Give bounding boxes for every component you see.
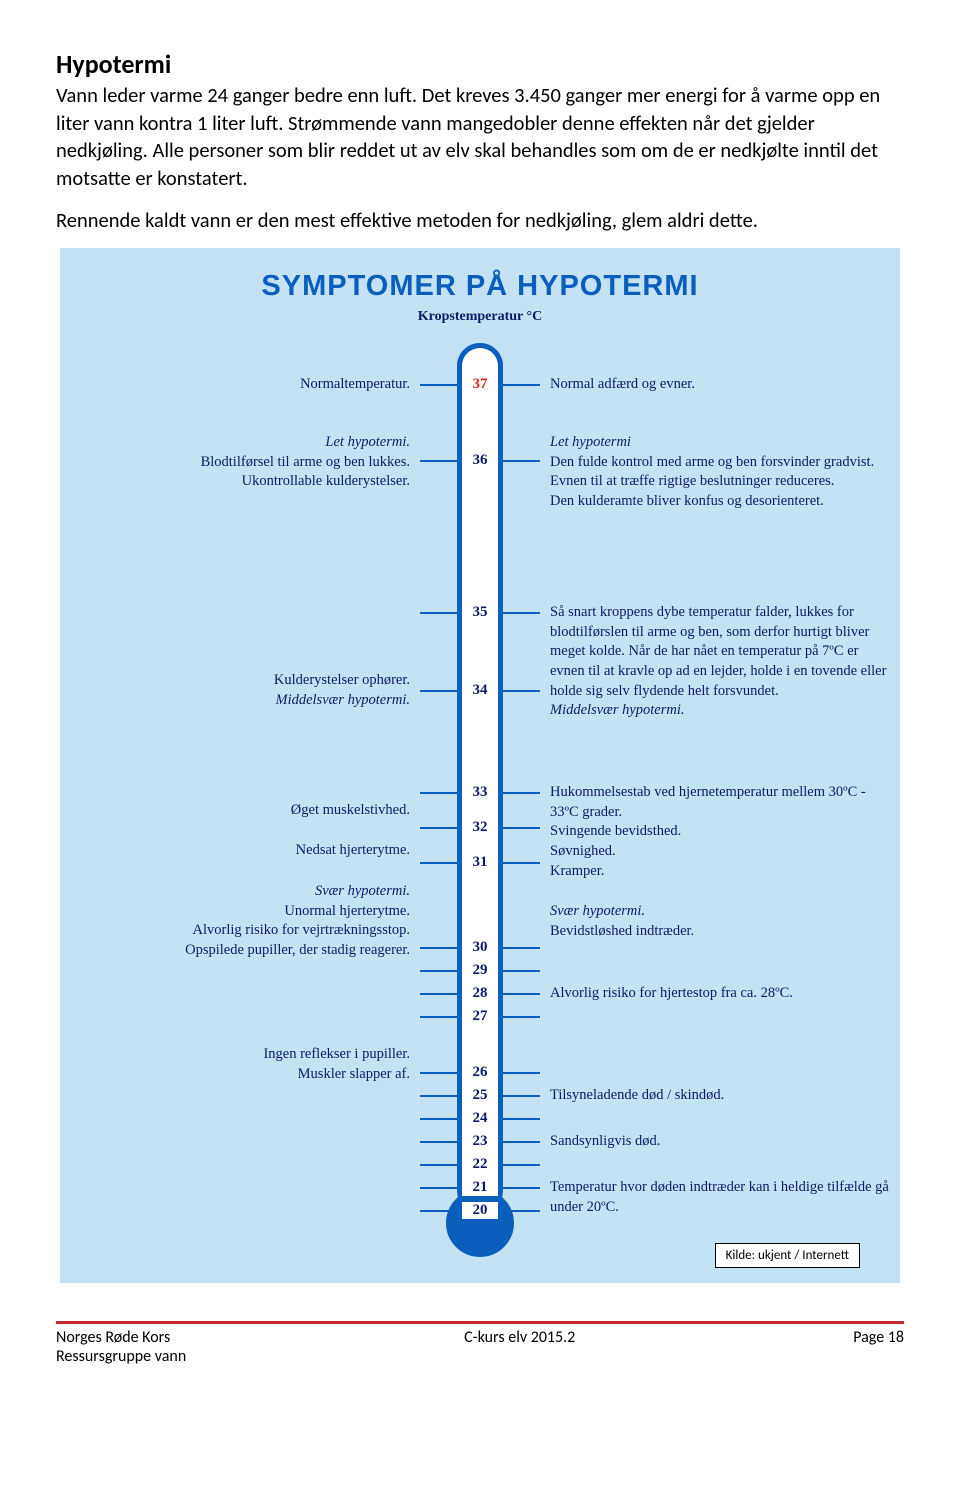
page-title: Hypotermi [56,48,904,80]
left-annotation: Kulderystelser ophører.Middelsvær hypote… [70,671,410,710]
left-annotation: Øget muskelstivhed. [70,801,410,821]
tick-number: 27 [462,1008,498,1025]
tick-number: 37 [462,376,498,393]
tick-number: 30 [462,939,498,956]
tick-number: 24 [462,1110,498,1127]
footer-center: C-kurs elv 2015.2 [464,1328,575,1366]
right-annotation: Så snart kroppens dybe temperatur falder… [550,603,890,720]
thermometer-tube [457,343,503,1213]
hypothermia-infographic: SYMPTOMER PÅ HYPOTERMI Kropstemperatur °… [60,248,900,1283]
thermometer-bulb [446,1189,514,1257]
tick-number: 28 [462,985,498,1002]
tick-number: 33 [462,784,498,801]
left-annotation: Nedsat hjerterytme. [70,841,410,861]
right-annotation: Normal adfærd og evner. [550,375,890,395]
tick-number: 36 [462,452,498,469]
left-annotation: Svær hypotermi.Unormal hjerterytme.Alvor… [70,882,410,960]
right-annotation: Tilsyneladende død / skindød. [550,1086,890,1106]
infographic-subtitle: Kropstemperatur °C [60,309,900,325]
tick-number: 22 [462,1156,498,1173]
tick-number: 34 [462,682,498,699]
tick-number: 32 [462,819,498,836]
tick-number: 35 [462,604,498,621]
paragraph-1: Vann leder varme 24 ganger bedre enn luf… [56,82,904,193]
thermometer-area: 37 Normaltemperatur. Normal adfærd og evne… [60,343,900,1253]
paragraph-2: Rennende kaldt vann er den mest effektiv… [56,207,904,235]
tick-number: 20 [462,1202,498,1219]
left-annotation: Let hypotermi.Blodtilførsel til arme og … [70,433,410,492]
footer-right: Page 18 [853,1328,904,1366]
right-annotation: Sandsynligvis død. [550,1132,890,1152]
right-annotation: Svær hypotermi.Bevidstløshed indtræder. [550,902,890,941]
right-annotation: Temperatur hvor døden indtræder kan i he… [550,1178,890,1217]
left-annotation: Ingen reflekser i pupiller.Muskler slapp… [70,1045,410,1084]
tick-number: 31 [462,854,498,871]
tick-number: 25 [462,1087,498,1104]
tick-number: 21 [462,1179,498,1196]
left-annotation: Normaltemperatur. [70,375,410,395]
tick-number: 29 [462,962,498,979]
footer-left: Norges Røde Kors Ressursgruppe vann [56,1328,186,1366]
tick-number: 26 [462,1064,498,1081]
right-annotation: Alvorlig risiko for hjertestop fra ca. 2… [550,984,890,1004]
right-annotation: Let hypotermiDen fulde kontrol med arme … [550,433,890,511]
page-footer: Norges Røde Kors Ressursgruppe vann C-ku… [56,1321,904,1366]
infographic-title: SYMPTOMER PÅ HYPOTERMI [60,270,900,303]
tick-number: 23 [462,1133,498,1150]
right-annotation: Hukommelsestab ved hjernetemperatur mell… [550,783,890,881]
source-box: Kilde: ukjent / Internett [715,1243,860,1268]
